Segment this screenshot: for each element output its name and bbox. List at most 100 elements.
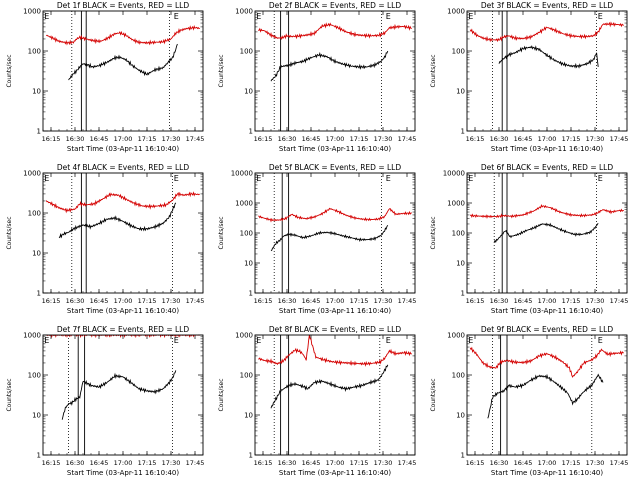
event-marker: E <box>468 174 473 183</box>
x-tick-label: 17:00 <box>326 459 345 467</box>
x-tick-label: 17:30 <box>374 297 393 305</box>
events-series-line <box>270 225 389 252</box>
chart-panel-3: Det 3f BLACK = Events, RED = LLD Counts/s… <box>430 1 628 153</box>
events-series-line <box>270 50 389 82</box>
x-tick-label: 17:15 <box>350 135 369 143</box>
event-marker: E <box>44 174 49 183</box>
event-marker: E <box>386 174 391 183</box>
x-tick-label: 17:30 <box>586 135 605 143</box>
x-tick-label: 17:00 <box>114 135 133 143</box>
x-axis-label: Start Time (03-Apr-11 16:10:40) <box>67 469 179 477</box>
y-tick-label: 10 <box>456 412 465 420</box>
y-tick-label: 1000 <box>447 332 465 340</box>
y-tick-label: 1 <box>461 290 465 298</box>
y-tick-label: 1000 <box>235 8 253 16</box>
chart-panel-7: Det 7f BLACK = Events, RED = LLD Counts/s… <box>6 325 204 477</box>
y-tick-label: 100 <box>240 230 253 238</box>
lld-series-line <box>258 22 412 41</box>
y-tick-label: 1 <box>249 128 253 136</box>
plot-area <box>258 173 412 293</box>
x-tick-label: 16:15 <box>466 297 485 305</box>
x-tick-label: 16:30 <box>66 297 85 305</box>
event-marker: E <box>174 336 179 345</box>
x-tick-label: 16:30 <box>278 297 297 305</box>
x-tick-label: 17:30 <box>586 459 605 467</box>
y-tick-label: 100 <box>452 48 465 56</box>
y-axis-label: Counts/sec <box>6 54 13 87</box>
y-tick-label: 10000 <box>231 170 253 178</box>
x-tick-label: 16:45 <box>302 297 321 305</box>
x-axis-label: Start Time (03-Apr-11 16:10:40) <box>279 145 391 153</box>
event-marker: E <box>256 12 261 21</box>
x-tick-label: 16:30 <box>278 135 297 143</box>
x-tick-label: 16:15 <box>254 459 273 467</box>
lld-series-line <box>45 191 201 214</box>
events-series-line <box>68 43 178 81</box>
chart-title: Det 1f BLACK = Events, RED = LLD <box>57 1 190 10</box>
x-tick-label: 17:15 <box>350 459 369 467</box>
plot-frame <box>466 172 628 294</box>
x-axis-label: Start Time (03-Apr-11 16:10:40) <box>279 307 391 315</box>
x-tick-label: 17:15 <box>562 297 581 305</box>
y-tick-label: 1000 <box>235 332 253 340</box>
y-tick-label: 10000 <box>443 170 465 178</box>
plot-area <box>258 335 412 455</box>
y-axis-label: Counts/sec <box>218 54 225 87</box>
plot-area <box>469 173 624 293</box>
plot-frame <box>254 334 416 456</box>
event-marker: E <box>468 12 473 21</box>
x-tick-label: 16:30 <box>490 459 509 467</box>
x-tick-label: 17:45 <box>186 297 205 305</box>
x-tick-label: 16:30 <box>490 297 509 305</box>
x-tick-label: 17:45 <box>610 135 629 143</box>
plot-frame <box>254 10 416 132</box>
x-tick-label: 17:15 <box>138 297 157 305</box>
x-tick-label: 17:00 <box>326 135 345 143</box>
chart-title: Det 8f BLACK = Events, RED = LLD <box>269 325 402 334</box>
x-tick-label: 16:45 <box>302 459 321 467</box>
lld-series-line <box>46 25 200 46</box>
y-tick-label: 100 <box>28 48 41 56</box>
lld-series-line <box>258 335 412 367</box>
x-tick-label: 16:45 <box>90 135 109 143</box>
x-tick-label: 17:45 <box>398 135 417 143</box>
x-tick-label: 17:45 <box>186 135 205 143</box>
x-tick-label: 17:30 <box>374 459 393 467</box>
event-marker: E <box>598 336 603 345</box>
chart-title: Det 4f BLACK = Events, RED = LLD <box>57 163 190 172</box>
chart-title: Det 9f BLACK = Events, RED = LLD <box>481 325 614 334</box>
y-axis-label: Counts/sec <box>6 378 13 411</box>
x-axis-label: Start Time (03-Apr-11 16:10:40) <box>279 469 391 477</box>
x-tick-label: 16:45 <box>302 135 321 143</box>
chart-panel-4: Det 4f BLACK = Events, RED = LLD Counts/s… <box>6 163 204 315</box>
events-series-line <box>498 45 599 69</box>
y-axis-label: Counts/sec <box>6 216 13 249</box>
lld-series-line <box>258 207 412 223</box>
y-tick-label: 10 <box>456 88 465 96</box>
y-tick-label: 10 <box>244 88 253 96</box>
y-tick-label: 10 <box>456 260 465 268</box>
y-tick-label: 1 <box>249 452 253 460</box>
x-tick-label: 17:15 <box>562 459 581 467</box>
x-tick-label: 17:15 <box>138 459 157 467</box>
event-marker: E <box>598 174 603 183</box>
y-axis-label: Counts/sec <box>218 378 225 411</box>
y-tick-label: 100 <box>240 372 253 380</box>
plot-frame <box>466 334 628 456</box>
event-marker: E <box>598 12 603 21</box>
event-marker: E <box>44 336 49 345</box>
x-tick-label: 17:45 <box>186 459 205 467</box>
x-tick-label: 16:30 <box>278 459 297 467</box>
events-series-line <box>493 222 599 243</box>
x-axis-label: Start Time (03-Apr-11 16:10:40) <box>67 145 179 153</box>
x-tick-label: 16:15 <box>42 297 61 305</box>
y-tick-label: 1000 <box>23 8 41 16</box>
x-tick-label: 17:00 <box>114 297 133 305</box>
y-tick-label: 10 <box>32 250 41 258</box>
x-tick-label: 16:15 <box>42 135 61 143</box>
x-tick-label: 16:15 <box>466 459 485 467</box>
y-tick-label: 100 <box>28 372 41 380</box>
plot-area <box>469 335 624 455</box>
y-tick-label: 10 <box>244 260 253 268</box>
chart-panel-8: Det 8f BLACK = Events, RED = LLD Counts/s… <box>218 325 416 477</box>
